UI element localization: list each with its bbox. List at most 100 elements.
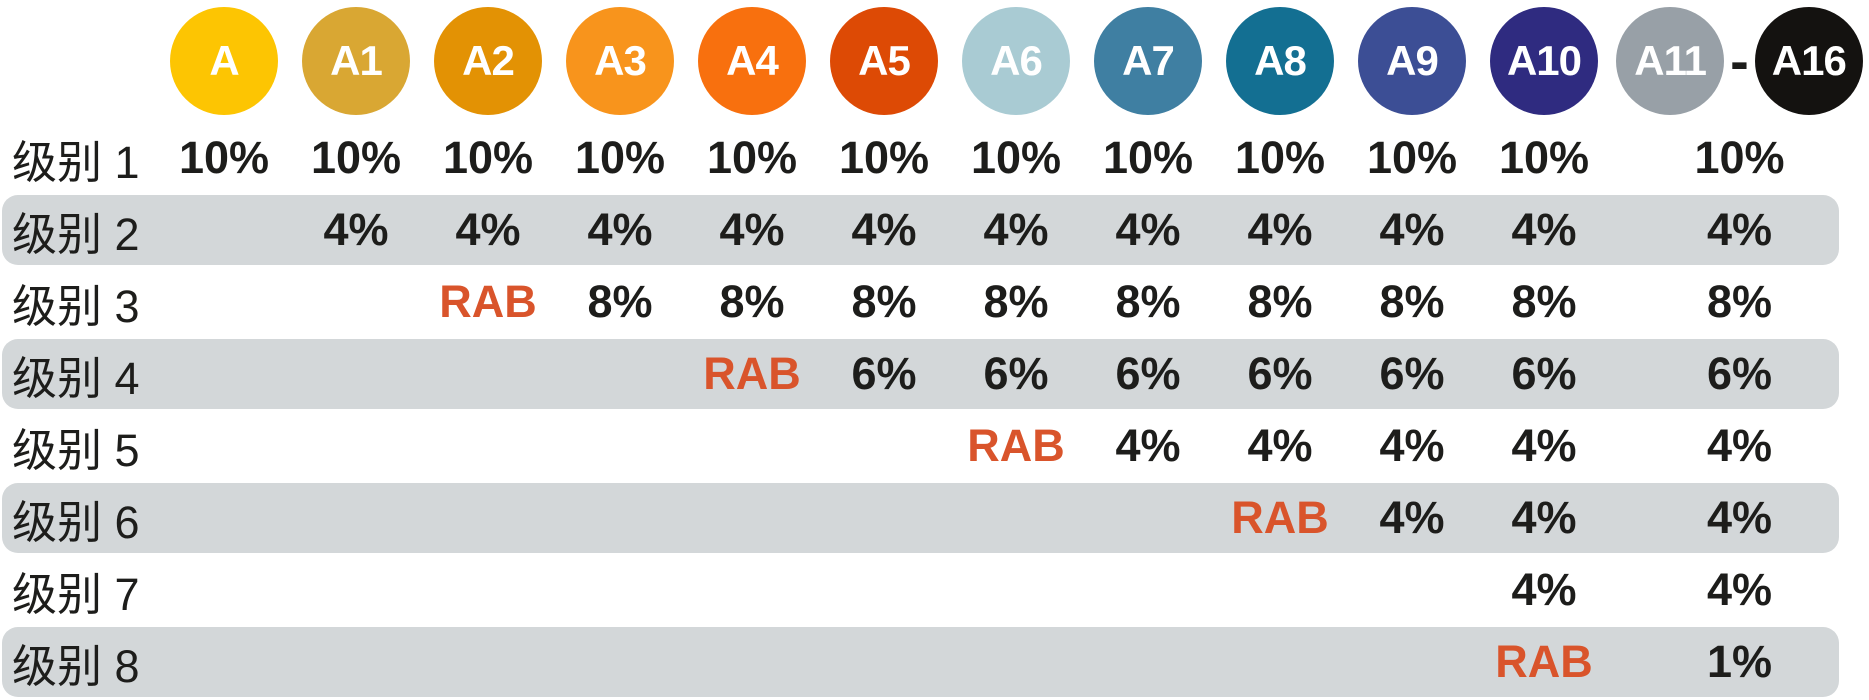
table-row-level-1: 级别 1 10% 10% 10% 10% 10% 10% 10% 10% 10% 10% 10% 10% bbox=[0, 122, 1869, 194]
table-row-level-3: 级别 3 RAB 8% 8% 8% 8% 8% 8% 8% 8% 8% bbox=[0, 266, 1869, 338]
value-cell: 4% bbox=[1247, 204, 1313, 255]
header-cell-a5: A5 bbox=[818, 7, 950, 115]
value-cell: 10% bbox=[1366, 132, 1458, 183]
value-cell: 6% bbox=[1247, 348, 1313, 399]
row-label: 级别 2 bbox=[12, 208, 140, 260]
value-cell: 10% bbox=[706, 132, 798, 183]
value-cell: 4% bbox=[719, 204, 785, 255]
value-cell: 10% bbox=[1234, 132, 1326, 183]
circle-a4: A4 bbox=[698, 7, 806, 115]
table-row-level-6: 级别 6 RAB 4% 4% 4% bbox=[0, 482, 1869, 554]
value-cell: 10% bbox=[178, 132, 270, 183]
table-row-level-4: 级别 4 RAB 6% 6% 6% 6% 6% 6% 6% bbox=[0, 338, 1869, 410]
value-cell: 4% bbox=[1511, 564, 1577, 615]
circle-a16: A16 bbox=[1754, 7, 1863, 115]
value-cell: 8% bbox=[983, 276, 1049, 327]
value-cell: 4% bbox=[587, 204, 653, 255]
circle-label: A4 bbox=[726, 37, 779, 84]
header-row: A A1 A2 A3 A4 A5 A6 A7 A8 A9 A10 A11- A16 bbox=[0, 0, 1869, 122]
value-cell: 4% bbox=[1706, 492, 1773, 543]
value-cell: 4% bbox=[1115, 204, 1181, 255]
value-cell: 4% bbox=[1511, 420, 1577, 471]
circle-a10: A10 bbox=[1490, 7, 1598, 115]
header-cell-a3: A3 bbox=[554, 7, 686, 115]
value-cell: 4% bbox=[1706, 204, 1773, 255]
value-cell: 10% bbox=[310, 132, 402, 183]
value-cell: 10% bbox=[838, 132, 930, 183]
value-cell: 4% bbox=[1706, 420, 1773, 471]
circle-label: A2 bbox=[462, 37, 515, 84]
circle-label: A5 bbox=[858, 37, 911, 84]
circle-a6: A6 bbox=[962, 7, 1070, 115]
table-row-level-8: 级别 8 RAB 1% bbox=[0, 626, 1869, 698]
circle-label: A bbox=[209, 37, 239, 84]
header-cell-a4: A4 bbox=[686, 7, 818, 115]
rab-marker: RAB bbox=[703, 348, 801, 399]
value-cell: 8% bbox=[1115, 276, 1181, 327]
rab-marker: RAB bbox=[1231, 492, 1329, 543]
rab-marker: RAB bbox=[439, 276, 537, 327]
value-cell: 8% bbox=[719, 276, 785, 327]
header-cell-a9: A9 bbox=[1346, 7, 1478, 115]
value-cell: 8% bbox=[851, 276, 917, 327]
value-cell: 4% bbox=[1379, 420, 1445, 471]
table-row-level-5: 级别 5 RAB 4% 4% 4% 4% 4% bbox=[0, 410, 1869, 482]
value-cell: 4% bbox=[323, 204, 389, 255]
value-cell: 6% bbox=[1706, 348, 1773, 399]
circle-a11: A11 bbox=[1616, 7, 1725, 115]
header-cell-a6: A6 bbox=[950, 7, 1082, 115]
value-cell: 10% bbox=[970, 132, 1062, 183]
value-cell: 10% bbox=[574, 132, 666, 183]
circle-label: A11 bbox=[1634, 37, 1707, 84]
circle-label: A6 bbox=[990, 37, 1043, 84]
circle-a2: A2 bbox=[434, 7, 542, 115]
value-cell: 4% bbox=[455, 204, 521, 255]
row-label: 级别 1 bbox=[12, 136, 140, 188]
row-label: 级别 7 bbox=[12, 568, 140, 620]
value-cell: 4% bbox=[1379, 204, 1445, 255]
circle-label: A8 bbox=[1254, 37, 1307, 84]
header-cell-a: A bbox=[158, 7, 290, 115]
value-cell: 8% bbox=[1247, 276, 1313, 327]
circle-a9: A9 bbox=[1358, 7, 1466, 115]
value-cell: 4% bbox=[1379, 492, 1445, 543]
row-label: 级别 3 bbox=[12, 280, 140, 332]
value-cell: 6% bbox=[1379, 348, 1445, 399]
value-cell: 1% bbox=[1706, 636, 1773, 687]
row-label: 级别 5 bbox=[12, 424, 140, 476]
value-cell: 10% bbox=[1694, 132, 1785, 183]
row-label: 级别 4 bbox=[12, 352, 140, 404]
header-cell-a7: A7 bbox=[1082, 7, 1214, 115]
rab-marker: RAB bbox=[1495, 636, 1593, 687]
header-cell-a2: A2 bbox=[422, 7, 554, 115]
range-dash: - bbox=[1730, 29, 1749, 92]
circle-label: A10 bbox=[1506, 37, 1582, 84]
header-cell-a1: A1 bbox=[290, 7, 422, 115]
value-cell: 4% bbox=[851, 204, 917, 255]
rab-marker: RAB bbox=[967, 420, 1065, 471]
circle-a1: A1 bbox=[302, 7, 410, 115]
circle-a3: A3 bbox=[566, 7, 674, 115]
row-label: 级别 6 bbox=[12, 496, 140, 548]
table-row-level-7: 级别 7 4% 4% bbox=[0, 554, 1869, 626]
circle-a5: A5 bbox=[830, 7, 938, 115]
circle-a: A bbox=[170, 7, 278, 115]
value-cell: 6% bbox=[851, 348, 917, 399]
value-cell: 10% bbox=[1498, 132, 1590, 183]
table-row-level-2: 级别 2 4% 4% 4% 4% 4% 4% 4% 4% 4% 4% 4% bbox=[0, 194, 1869, 266]
header-cell-a10: A10 bbox=[1478, 7, 1610, 115]
value-cell: 6% bbox=[983, 348, 1049, 399]
header-cell-a11-a16-group: A11- A16 bbox=[1610, 7, 1869, 115]
value-cell: 4% bbox=[1511, 492, 1577, 543]
circle-a8: A8 bbox=[1226, 7, 1334, 115]
circle-label: A16 bbox=[1771, 37, 1847, 84]
circle-label: A3 bbox=[594, 37, 647, 84]
value-cell: 4% bbox=[983, 204, 1049, 255]
value-cell: 6% bbox=[1115, 348, 1181, 399]
header-cell-a8: A8 bbox=[1214, 7, 1346, 115]
circle-label: A7 bbox=[1122, 37, 1175, 84]
circle-label: A9 bbox=[1386, 37, 1439, 84]
row-label: 级别 8 bbox=[12, 640, 140, 692]
value-cell: 4% bbox=[1511, 204, 1577, 255]
